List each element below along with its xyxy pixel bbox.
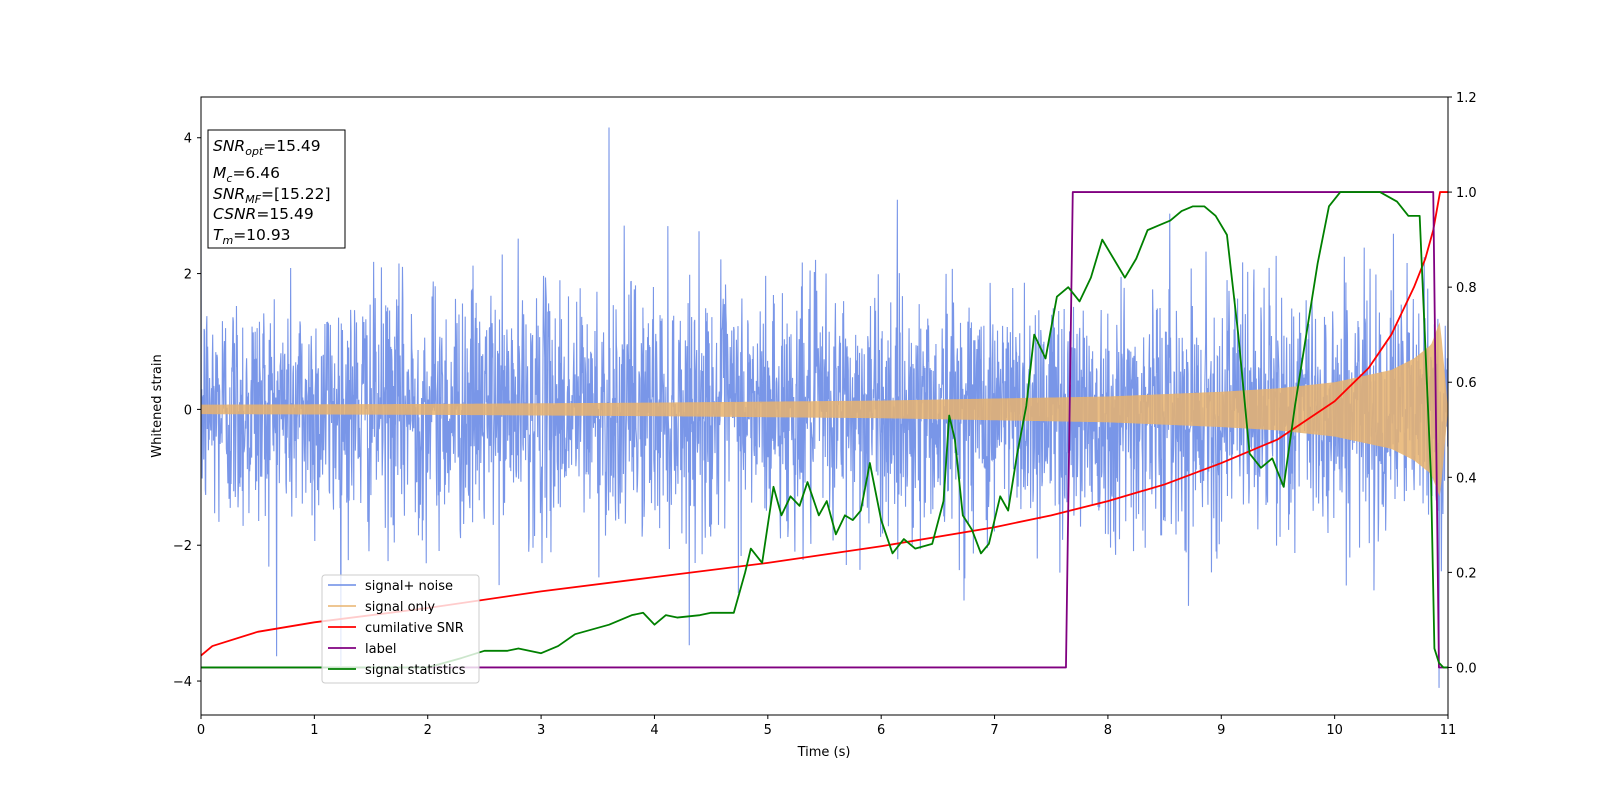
info-box-frame (207, 129, 346, 249)
series-signal-only-band (201, 322, 1448, 497)
y2-tick-label: 0.0 (1456, 661, 1477, 676)
x-tick-label: 0 (197, 723, 205, 738)
y-tick-label: 2 (184, 268, 192, 283)
y2-tick-label: 0.4 (1456, 471, 1477, 486)
y2-tick-label: 0.6 (1456, 376, 1477, 391)
y-tick-label: −4 (173, 675, 192, 690)
x-axis: 0 1 2 3 4 5 6 7 8 9 10 11 (197, 715, 1456, 738)
series-label-line (201, 191, 1448, 669)
info-mc: Mc=6.46 (213, 164, 280, 185)
x-tick-label: 8 (1104, 723, 1112, 738)
legend-frame (321, 574, 480, 684)
x-tick-label: 10 (1326, 723, 1343, 738)
y-axis-label: Whitened strain (150, 354, 165, 457)
x-axis-label: Time (s) (797, 745, 851, 760)
y-tick-label: 4 (184, 132, 192, 147)
x-tick-label: 6 (877, 723, 885, 738)
legend-label: cumilative SNR (365, 621, 464, 636)
info-snr-opt: SNRopt=15.49 (213, 137, 321, 158)
x-tick-label: 11 (1440, 723, 1457, 738)
y-axis-right: 0.0 0.2 0.4 0.6 0.8 1.0 1.2 (1448, 91, 1477, 676)
x-tick-label: 4 (650, 723, 658, 738)
y2-tick-label: 0.2 (1456, 566, 1477, 581)
legend-label: label (365, 642, 396, 657)
series-signal-statistics-line (201, 191, 1448, 669)
plot-frame (200, 96, 1449, 716)
info-snr-mf: SNRMF=[15.22] (213, 185, 331, 206)
series-signal-noise-line (201, 127, 1448, 688)
y-tick-label: 0 (184, 403, 192, 418)
info-box: SNRopt=15.49 Mc=6.46 SNRMF=[15.22] CSNR=… (207, 129, 346, 249)
x-tick-label: 7 (990, 723, 998, 738)
y2-tick-label: 1.0 (1456, 186, 1477, 201)
y-tick-label: −2 (173, 539, 192, 554)
legend-label: signal statistics (365, 663, 466, 678)
y-axis-left: −4 −2 0 2 4 (173, 132, 201, 690)
legend: signal+ noise signal only cumilative SNR la… (321, 574, 480, 684)
x-tick-label: 9 (1217, 723, 1225, 738)
y2-tick-label: 1.2 (1456, 91, 1477, 106)
x-tick-label: 3 (537, 723, 545, 738)
x-tick-label: 1 (310, 723, 318, 738)
x-tick-label: 2 (424, 723, 432, 738)
info-csnr: CSNR=15.49 (213, 205, 314, 223)
legend-label: signal only (365, 600, 435, 615)
legend-label: signal+ noise (365, 579, 453, 594)
y2-tick-label: 0.8 (1456, 281, 1477, 296)
info-tm: Tm=10.93 (213, 226, 291, 247)
x-tick-label: 5 (764, 723, 772, 738)
